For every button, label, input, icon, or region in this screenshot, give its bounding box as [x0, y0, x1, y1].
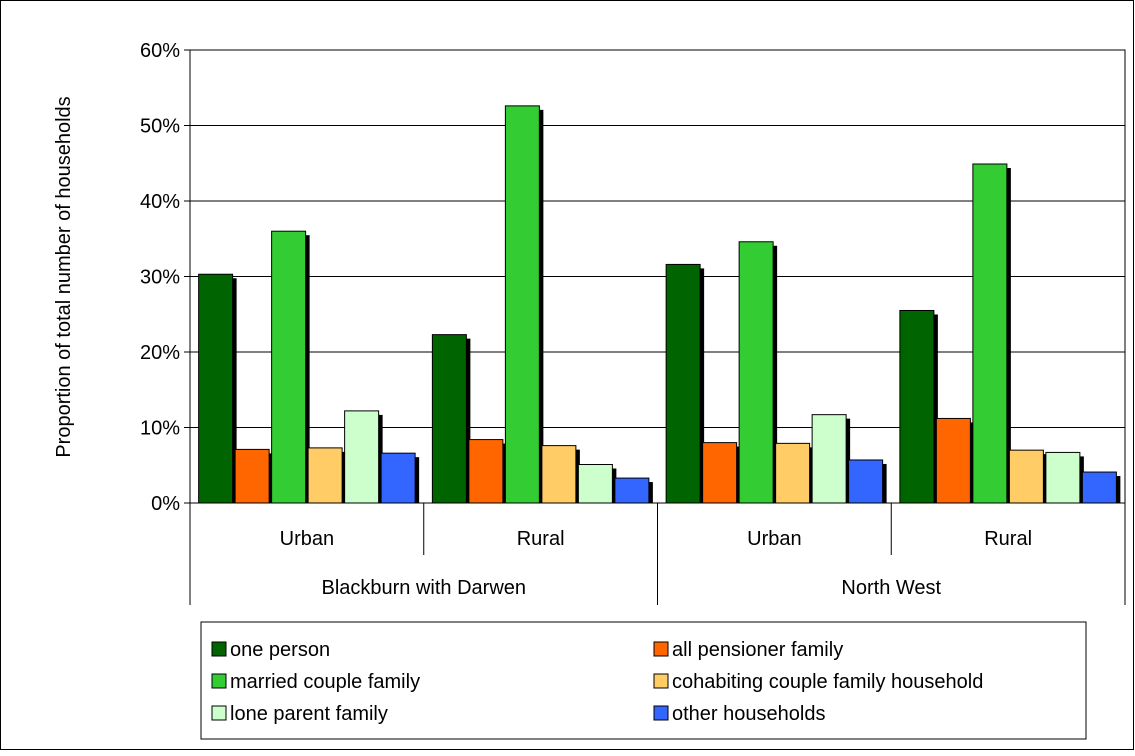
bar [775, 442, 811, 504]
bar [468, 439, 504, 504]
bar [614, 477, 650, 504]
bar [234, 448, 270, 504]
bar [577, 463, 613, 504]
x-group-label: Blackburn with Darwen [321, 577, 526, 599]
y-tick-label: 20% [140, 342, 180, 364]
bar [271, 230, 307, 504]
bar [665, 263, 701, 504]
y-tick-label: 60% [140, 40, 180, 62]
bar [380, 452, 416, 504]
x-category-label: Rural [517, 528, 565, 550]
legend-label: cohabiting couple family household [672, 671, 983, 693]
y-tick-label: 40% [140, 191, 180, 213]
bar [541, 445, 577, 504]
bar [935, 417, 971, 504]
legend-swatch [653, 705, 669, 721]
legend-label: married couple family [230, 671, 420, 693]
x-category-label: Urban [280, 528, 334, 550]
bar [811, 414, 847, 504]
x-category-label: Rural [984, 528, 1032, 550]
legend-label: all pensioner family [672, 639, 843, 661]
legend-swatch [211, 705, 227, 721]
legend-swatch [653, 673, 669, 689]
bar [344, 410, 380, 504]
y-axis-label: Proportion of total number of households [53, 96, 75, 457]
y-tick-label: 50% [140, 116, 180, 138]
bar [431, 334, 467, 504]
y-tick-label: 0% [151, 493, 180, 515]
legend-label: one person [230, 639, 330, 661]
legend-swatch [211, 673, 227, 689]
legend: one person all pensioner family married co… [200, 621, 1087, 740]
legend-swatch [211, 641, 227, 657]
x-group-label: North West [841, 577, 941, 599]
bar [198, 273, 234, 504]
bars [198, 105, 1121, 504]
legend-label: lone parent family [230, 703, 388, 725]
bar [702, 442, 738, 504]
axes: 0% 10% 20% 30% 40% 50% 60% Urban Rural Urban Rural… [140, 40, 1126, 605]
bar [1081, 471, 1117, 504]
x-category-label: Urban [747, 528, 801, 550]
bar [899, 309, 935, 504]
bar [1008, 449, 1044, 504]
bar [1045, 451, 1081, 504]
bar [738, 241, 774, 504]
bar [848, 459, 884, 504]
legend-swatch [653, 641, 669, 657]
y-tick-label: 10% [140, 418, 180, 440]
legend-box [200, 621, 1087, 740]
legend-label: other households [672, 703, 825, 725]
y-tick-label: 30% [140, 267, 180, 289]
bar [307, 447, 343, 504]
bar [972, 163, 1008, 504]
bar [504, 105, 540, 504]
